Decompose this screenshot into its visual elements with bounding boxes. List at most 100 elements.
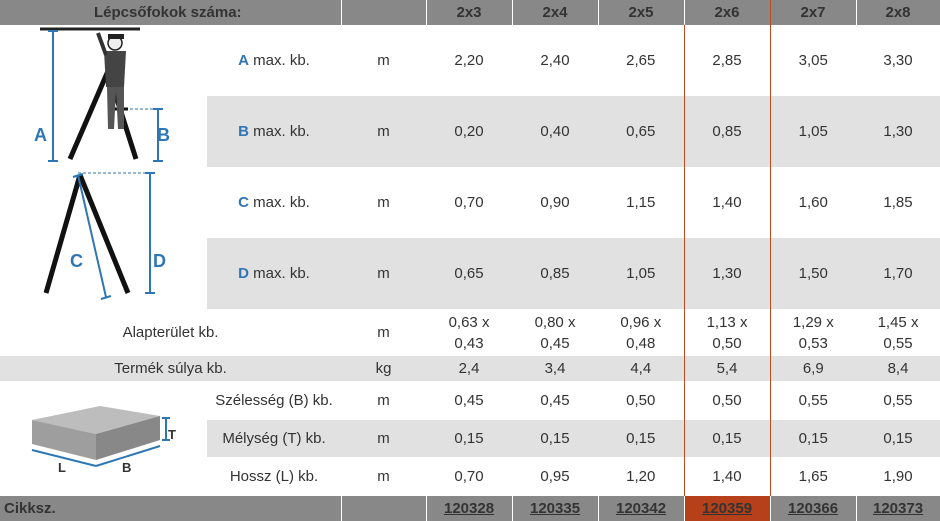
diagram-label-a: A <box>34 125 47 145</box>
footer-label: Cikksz. <box>0 496 342 521</box>
row-c: C max. kb. m 0,70 0,90 1,15 1,40 1,60 1,… <box>0 167 940 238</box>
diagram-label-d: D <box>153 251 166 271</box>
row-weight: Termék súlya kb. kg 2,4 3,4 4,4 5,4 6,9 … <box>0 356 940 381</box>
value-cell: 0,55 <box>798 392 828 409</box>
row-letter: B <box>238 123 249 140</box>
row-label-text: max. kb. <box>253 194 310 211</box>
unit-cell: kg <box>341 356 427 381</box>
package-label: Mélység (T) kb. <box>207 420 342 457</box>
header-unit-cell <box>341 0 427 25</box>
value-cell: 2,4 <box>426 356 513 381</box>
value-cell: 1,45 x 0,55 <box>877 313 919 352</box>
header-col: 2x3 <box>426 0 513 25</box>
package-label: Hossz (L) kb. <box>229 468 319 485</box>
value-cell-highlight: 1,30 <box>683 238 771 309</box>
value-cell: 0,70 <box>454 194 484 211</box>
box-diagram-cell: T L B <box>0 381 207 496</box>
value-cell-highlight: 0,85 <box>683 96 771 167</box>
row-letter: A <box>238 52 249 69</box>
header-col-highlight: 2x6 <box>683 0 771 25</box>
article-code-link[interactable]: 120335 <box>512 496 599 521</box>
value-cell-highlight: 1,40 <box>683 457 771 496</box>
value-cell: 0,15 <box>426 420 513 457</box>
value-cell: 0,96 x 0,48 <box>620 313 662 352</box>
footprint-label: Alapterület kb. <box>122 324 219 341</box>
unit-cell: m <box>341 420 427 457</box>
box-diagram: T L B <box>31 406 176 475</box>
value-cell: 1,60 <box>798 194 828 211</box>
value-cell-highlight: 5,4 <box>683 356 771 381</box>
value-cell: 8,4 <box>856 356 940 381</box>
row-a: A B <box>0 25 940 309</box>
value-cell: 1,70 <box>856 238 940 309</box>
article-code-link-highlight[interactable]: 120359 <box>684 496 771 521</box>
value-cell: 1,65 <box>798 468 828 485</box>
header-row: Lépcsőfokok száma: 2x3 2x4 2x5 2x6 2x7 2… <box>0 0 940 25</box>
row-label: D max. kb. <box>207 238 342 309</box>
value-cell: 1,85 <box>883 194 913 211</box>
unit-cell: m <box>341 96 427 167</box>
value-cell: 0,45 <box>540 392 570 409</box>
value-cell: 2,65 <box>626 52 656 69</box>
footer-empty <box>341 496 427 521</box>
header-title: Lépcsőfokok száma: <box>0 0 342 25</box>
footer-row: Cikksz. 120328 120335 120342 120359 1203… <box>0 496 940 521</box>
value-cell: 0,45 <box>454 392 484 409</box>
row-letter: D <box>238 265 249 282</box>
value-cell: 0,90 <box>540 194 570 211</box>
row-label-text: max. kb. <box>253 265 310 282</box>
article-code-link[interactable]: 120328 <box>426 496 513 521</box>
value-cell: 1,90 <box>883 468 913 485</box>
value-cell: 1,20 <box>626 468 656 485</box>
value-cell: 0,15 <box>512 420 599 457</box>
value-cell: 0,95 <box>540 468 570 485</box>
unit-cell: m <box>377 468 390 485</box>
row-label-text: max. kb. <box>253 123 310 140</box>
ladder-diagram-cell: A B <box>0 25 207 309</box>
header-col: 2x5 <box>598 0 685 25</box>
value-cell: 0,65 <box>426 238 513 309</box>
value-cell: 3,4 <box>512 356 599 381</box>
value-cell: 1,29 x 0,53 <box>792 313 834 352</box>
value-cell: 0,50 <box>626 392 656 409</box>
row-label-text: max. kb. <box>253 52 310 69</box>
weight-label: Termék súlya kb. <box>0 356 342 381</box>
value-cell: 0,40 <box>512 96 599 167</box>
header-col: 2x4 <box>512 0 599 25</box>
row-label: C max. kb. <box>207 167 341 238</box>
box-label-l: L <box>58 460 66 475</box>
diagram-label-c: C <box>70 251 83 271</box>
row-package-length: Hossz (L) kb. m 0,70 0,95 1,20 1,40 1,65… <box>0 457 940 496</box>
value-cell: 0,15 <box>770 420 857 457</box>
value-cell: 2,20 <box>454 52 484 69</box>
row-d: D max. kb. m 0,65 0,85 1,05 1,30 1,50 1,… <box>0 238 940 309</box>
value-cell: 0,70 <box>454 468 484 485</box>
ladder-diagram: A B <box>34 27 170 300</box>
value-cell-highlight: 0,15 <box>683 420 771 457</box>
value-cell: 4,4 <box>598 356 685 381</box>
unit-cell: m <box>377 324 390 341</box>
value-cell: 1,05 <box>770 96 857 167</box>
value-cell-highlight: 1,13 x 0,50 <box>683 309 771 356</box>
value-cell: 0,55 <box>883 392 913 409</box>
row-package-width: T L B Szélesség (B) kb. m 0,45 0,45 0,50… <box>0 381 940 496</box>
row-letter: C <box>238 194 249 211</box>
value-cell: 6,9 <box>770 356 857 381</box>
value-cell: 0,15 <box>856 420 940 457</box>
article-code-link[interactable]: 120373 <box>856 496 940 521</box>
diagram-label-b: B <box>157 125 170 145</box>
article-code-link[interactable]: 120342 <box>598 496 685 521</box>
article-code-link[interactable]: 120366 <box>770 496 857 521</box>
value-cell: 0,80 x 0,45 <box>534 313 576 352</box>
unit-cell: m <box>377 194 390 211</box>
value-cell: 1,15 <box>626 194 656 211</box>
value-cell-highlight: 0,50 <box>683 381 771 420</box>
box-label-b: B <box>122 460 131 475</box>
unit-cell: m <box>341 238 427 309</box>
package-label: Szélesség (B) kb. <box>215 392 333 409</box>
value-cell: 0,15 <box>598 420 685 457</box>
header-col: 2x8 <box>856 0 940 25</box>
value-cell: 2,40 <box>540 52 570 69</box>
value-cell: 0,20 <box>426 96 513 167</box>
